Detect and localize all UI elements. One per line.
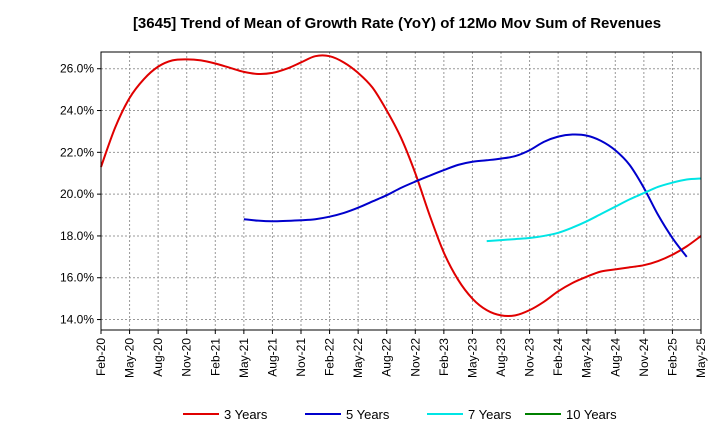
x-tick-label: Feb-21 <box>208 338 222 376</box>
x-tick-label: May-25 <box>694 338 708 378</box>
series-lines <box>100 54 702 318</box>
x-tick-label: Nov-22 <box>408 338 422 377</box>
y-tick-label: 24.0% <box>60 104 94 118</box>
grid-lines <box>100 52 702 330</box>
legend-label: 7 Years <box>468 407 512 422</box>
x-tick-label: Aug-20 <box>151 338 165 377</box>
x-tick-label: Aug-22 <box>380 338 394 377</box>
y-tick-label: 20.0% <box>60 187 94 201</box>
x-tick-label: Nov-20 <box>180 338 194 377</box>
x-tick-label: Aug-24 <box>608 338 622 377</box>
y-tick-label: 26.0% <box>60 62 94 76</box>
x-tick-label: Feb-23 <box>437 338 451 376</box>
x-tick-label: Feb-20 <box>94 338 108 376</box>
chart-title: [3645] Trend of Mean of Growth Rate (YoY… <box>133 15 661 32</box>
y-tick-label: 16.0% <box>60 271 94 285</box>
x-tick-label: May-24 <box>580 338 594 378</box>
y-axis-ticks: 14.0% 16.0% 18.0% 20.0% 22.0% 24.0% 26.0% <box>60 62 101 327</box>
legend-label: 3 Years <box>224 407 268 422</box>
y-tick-label: 22.0% <box>60 145 94 159</box>
x-tick-label: Feb-24 <box>551 338 565 376</box>
legend-label: 5 Years <box>346 407 390 422</box>
x-tick-label: May-21 <box>237 338 251 378</box>
x-tick-label: Feb-22 <box>323 338 337 376</box>
x-tick-label: Aug-23 <box>494 338 508 377</box>
x-tick-label: Aug-21 <box>265 338 279 377</box>
x-axis-ticks: Feb-20 May-20 Aug-20 Nov-20 Feb-21 May-21 Aug-… <box>94 330 708 378</box>
x-tick-label: May-23 <box>465 338 479 378</box>
x-tick-label: Nov-24 <box>637 338 651 377</box>
x-tick-label: Nov-23 <box>523 338 537 377</box>
x-tick-label: May-20 <box>123 338 137 378</box>
series-line-7-years <box>486 177 702 243</box>
legend: 3 Years 5 Years 7 Years 10 Years <box>183 407 617 422</box>
series-line-5-years <box>243 133 688 258</box>
x-tick-label: Feb-25 <box>665 338 679 376</box>
series-line-3-years <box>100 54 702 318</box>
legend-label: 10 Years <box>566 407 617 422</box>
x-tick-label: Nov-21 <box>294 338 308 377</box>
y-tick-label: 14.0% <box>60 313 94 327</box>
plot-frame <box>100 51 702 331</box>
y-tick-label: 18.0% <box>60 229 94 243</box>
x-tick-label: May-22 <box>351 338 365 378</box>
